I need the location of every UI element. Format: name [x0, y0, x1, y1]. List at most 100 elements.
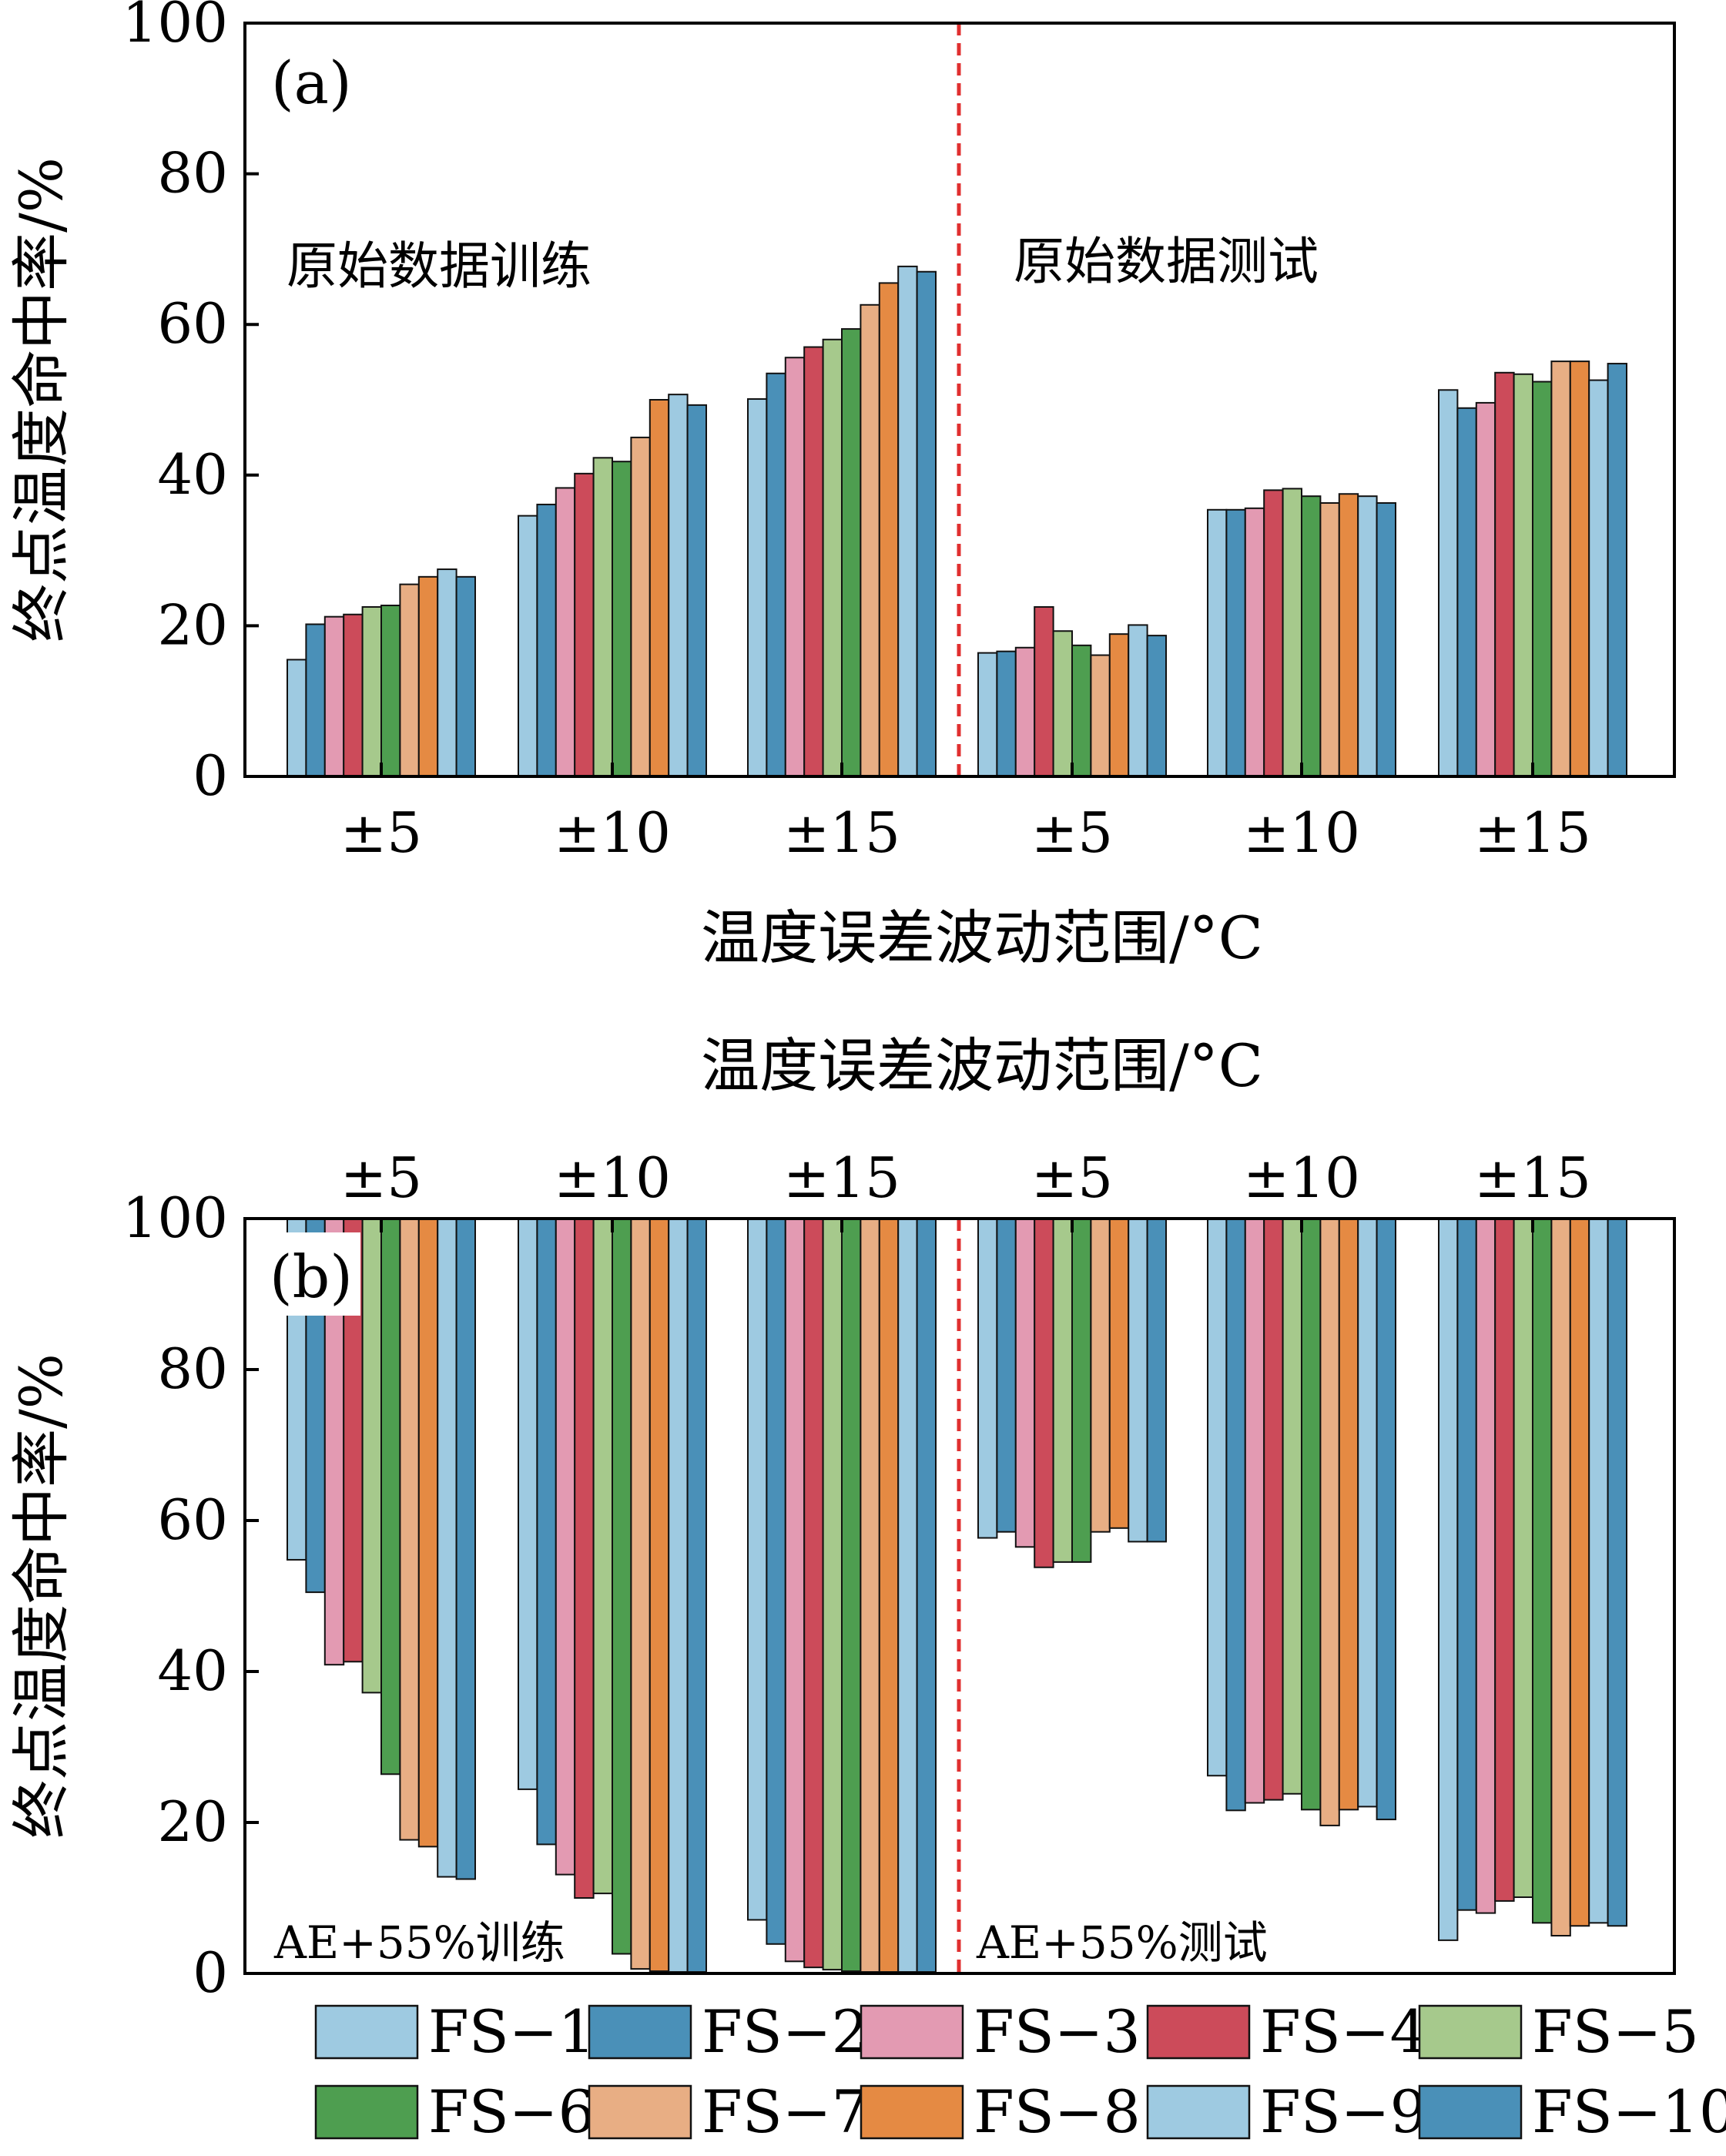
- legend-label-fs-3: FS−3: [974, 1997, 1141, 2066]
- bar-panel1-group3-fs-2: [766, 372, 786, 777]
- x-category-label: ±10: [1243, 800, 1360, 865]
- bar-panel2-group1-fs-8: [417, 1218, 439, 1848]
- bar-panel1-group1-fs-8: [417, 575, 439, 778]
- bar-panel1-group2-fs-6: [612, 461, 632, 777]
- bar-panel1-group6-fs-10: [1607, 363, 1628, 777]
- x-category-label: ±15: [783, 800, 900, 865]
- panel-a-label: (a): [271, 49, 352, 117]
- bar-panel2-group3-fs-3: [784, 1218, 806, 1963]
- x-category-label: ±15: [1474, 800, 1591, 865]
- bar-panel2-group4-fs-1: [977, 1218, 998, 1539]
- legend-swatch-fs-4: [1146, 2004, 1251, 2060]
- bar-panel2-group2-fs-6: [612, 1218, 632, 1955]
- bar-panel1-group5-fs-8: [1338, 493, 1359, 777]
- bar-panel1-group5-fs-2: [1225, 508, 1246, 777]
- bar-panel2-group3-fs-10: [916, 1218, 937, 1973]
- bar-panel2-group3-fs-5: [822, 1218, 843, 1971]
- bar-panel1-group1-fs-9: [437, 568, 457, 777]
- legend-label-fs-5: FS−5: [1532, 1997, 1699, 2066]
- bar-panel1-group2-fs-9: [668, 394, 689, 778]
- bar-panel2-group6-fs-6: [1532, 1218, 1553, 1924]
- bar-panel2-group4-fs-3: [1014, 1218, 1036, 1548]
- bar-panel2-group5-fs-2: [1225, 1218, 1246, 1812]
- legend-swatch-fs-7: [588, 2084, 692, 2140]
- bar-panel1-group2-fs-1: [518, 515, 538, 777]
- bar-panel1-group2-fs-7: [630, 436, 651, 778]
- bar-panel2-group3-fs-6: [841, 1218, 862, 1973]
- bar-panel2-group2-fs-7: [630, 1218, 651, 1970]
- bar-panel2-group4-fs-2: [996, 1218, 1017, 1533]
- bar-panel1-group2-fs-3: [555, 487, 576, 777]
- bar-panel2-group3-fs-1: [747, 1218, 768, 1921]
- bar-panel1-group1-fs-7: [399, 583, 420, 777]
- bar-panel2-group3-fs-4: [803, 1218, 824, 1969]
- bar-panel2-group6-fs-2: [1456, 1218, 1477, 1911]
- legend-label-fs-2: FS−2: [702, 1997, 869, 2066]
- legend-label-fs-8: FS−8: [974, 2077, 1141, 2146]
- bar-panel1-group3-fs-6: [841, 328, 862, 777]
- bar-panel2-group2-fs-9: [668, 1218, 689, 1973]
- y-tick-label: 40: [157, 442, 228, 507]
- x-category-label: ±15: [783, 1145, 900, 1210]
- bar-panel2-group1-fs-6: [380, 1218, 401, 1775]
- bar-panel1-group3-fs-10: [916, 270, 937, 777]
- bar-panel2-group6-fs-5: [1513, 1218, 1533, 1899]
- bar-panel1-group3-fs-8: [878, 282, 900, 778]
- bar-panel2-group4-fs-7: [1090, 1218, 1111, 1533]
- bar-panel1-group2-fs-8: [649, 399, 670, 777]
- panel-a-y-axis-label: 终点温度命中率/%: [7, 157, 75, 642]
- bar-panel2-group6-fs-8: [1569, 1218, 1590, 1927]
- bar-panel1-group1-fs-1: [287, 659, 307, 777]
- bar-panel2-group1-fs-7: [399, 1218, 420, 1841]
- y-tick-label: 40: [157, 1638, 228, 1703]
- legend-label-fs-9: FS−9: [1260, 2077, 1427, 2146]
- y-tick-label: 100: [122, 1185, 228, 1250]
- x-category-label: ±15: [1474, 1145, 1591, 1210]
- bar-panel1-group3-fs-4: [803, 346, 824, 778]
- bar-panel1-group5-fs-3: [1244, 507, 1265, 778]
- bar-panel1-group1-fs-3: [323, 615, 345, 777]
- bar-panel1-group4-fs-10: [1146, 635, 1167, 777]
- panel-a-y-ticks: 0 20 40 60 80 100: [122, 0, 259, 808]
- x-category-label: ±5: [340, 1145, 422, 1210]
- bar-panel2-group4-fs-10: [1146, 1218, 1167, 1543]
- bar-panel1-group6-fs-4: [1494, 371, 1515, 778]
- x-category-label: ±10: [1243, 1145, 1360, 1210]
- bar-panel1-group3-fs-9: [897, 265, 918, 777]
- bar-panel1-group4-fs-4: [1034, 605, 1054, 778]
- bar-panel2-group2-fs-2: [536, 1218, 557, 1846]
- panel-b-frame: [243, 1217, 1676, 1975]
- panel-b-x-ticks: ±5 ±10 ±15 ±5 ±10 ±15: [340, 1145, 1591, 1232]
- bar-panel1-group6-fs-8: [1569, 360, 1590, 777]
- legend-swatch-fs-2: [588, 2004, 692, 2060]
- bar-panel2-group2-fs-3: [555, 1218, 576, 1876]
- bar-panel2-group3-fs-2: [766, 1218, 786, 1945]
- bar-panel2-group4-fs-4: [1034, 1218, 1054, 1568]
- bar-panel2-group6-fs-3: [1475, 1218, 1496, 1914]
- bar-panel2-group4-fs-8: [1108, 1218, 1130, 1529]
- bar-panel1-group5-fs-10: [1376, 501, 1396, 777]
- panel-a-x-axis-label: 温度误差波动范围/°C: [701, 904, 1263, 972]
- bar-panel1-group6-fs-7: [1550, 360, 1571, 777]
- bar-panel1-group6-fs-3: [1475, 401, 1496, 777]
- bar-panel2-group5-fs-8: [1338, 1218, 1359, 1811]
- legend-label-fs-1: FS−1: [428, 1997, 595, 2066]
- y-tick-label: 0: [193, 743, 228, 808]
- bar-panel1-group2-fs-2: [536, 503, 557, 777]
- legend-label-fs-10: FS−10: [1532, 2077, 1726, 2146]
- bar-panel1-group1-fs-5: [361, 605, 383, 778]
- bar-panel2-group3-fs-8: [878, 1218, 900, 1973]
- bar-panel2-group1-fs-9: [437, 1218, 457, 1878]
- panel-b-bars: [287, 1218, 1628, 1973]
- bar-panel1-group5-fs-7: [1319, 501, 1340, 777]
- legend-swatch-fs-3: [860, 2004, 964, 2060]
- bar-panel2-group4-fs-6: [1071, 1218, 1092, 1563]
- legend: FS−1 FS−2 FS−3 FS−4 FS−5 FS−6 FS−7 FS−8 FS−9 FS−1…: [314, 1997, 1726, 2146]
- panel-b-annotation-train: AE+55%训练: [273, 1916, 565, 1969]
- bar-panel1-group5-fs-4: [1263, 489, 1284, 777]
- y-tick-label: 60: [157, 291, 228, 356]
- legend-label-fs-6: FS−6: [428, 2077, 595, 2146]
- bar-panel2-group1-fs-5: [361, 1218, 383, 1694]
- bar-panel1-group1-fs-10: [455, 575, 476, 778]
